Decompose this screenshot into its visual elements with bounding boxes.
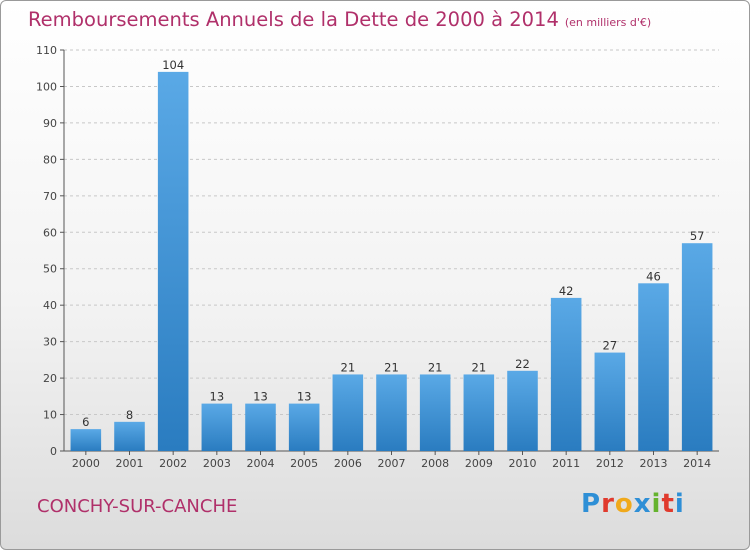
- y-tick-label: 90: [43, 117, 57, 130]
- x-tick-label-2004: 2004: [247, 457, 275, 470]
- logo-letter: P: [581, 489, 602, 519]
- bar-2009: [463, 374, 495, 451]
- data-label-2001: 8: [126, 408, 133, 422]
- chart-title-text: Remboursements Annuels de la Dette de 20…: [28, 8, 559, 31]
- data-label-2003: 13: [210, 390, 225, 404]
- bars: [70, 71, 713, 451]
- y-tick-label: 50: [43, 263, 57, 276]
- x-tick-label-2014: 2014: [683, 457, 711, 470]
- y-tick-label: 10: [43, 409, 57, 422]
- data-label-2000: 6: [82, 415, 89, 429]
- bar-2010: [507, 370, 538, 451]
- x-tick-label-2011: 2011: [552, 457, 580, 470]
- bar-2008: [419, 374, 451, 451]
- x-tick-label-2009: 2009: [465, 457, 493, 470]
- bar-2012: [594, 352, 626, 451]
- logo-letter: r: [601, 489, 615, 519]
- bar-2011: [550, 297, 582, 451]
- data-label-2012: 27: [603, 339, 618, 353]
- bar-2001: [114, 421, 145, 451]
- bar-2014: [681, 243, 713, 451]
- y-tick-label: 40: [43, 299, 57, 312]
- x-tick-label-2008: 2008: [421, 457, 449, 470]
- y-tick-label: 30: [43, 336, 57, 349]
- x-tick-label-2000: 2000: [72, 457, 100, 470]
- logo-letter: i: [674, 489, 685, 519]
- x-tick-label-2005: 2005: [290, 457, 318, 470]
- bar-2013: [638, 283, 669, 451]
- logo-letter: i: [651, 489, 662, 519]
- logo-letter: o: [614, 489, 634, 519]
- x-tick-label-2006: 2006: [334, 457, 362, 470]
- x-tick-label-2013: 2013: [640, 457, 668, 470]
- data-label-2007: 21: [384, 360, 399, 374]
- data-labels: 6 8 104 13 13 13 21 21 21 21 22 42 27 46 57: [82, 58, 704, 429]
- data-label-2010: 22: [515, 357, 530, 371]
- y-tick-label: 80: [43, 153, 57, 166]
- x-tick-label-2007: 2007: [378, 457, 406, 470]
- x-tick-label-2012: 2012: [596, 457, 624, 470]
- logo-letter: t: [661, 489, 675, 519]
- bar-2006: [332, 374, 364, 451]
- x-tick-label-2010: 2010: [509, 457, 537, 470]
- data-label-2006: 21: [341, 360, 356, 374]
- bar-2003: [201, 403, 233, 451]
- y-tick-label: 60: [43, 226, 57, 239]
- bar-2002: [157, 71, 189, 451]
- city-name: CONCHY-SUR-CANCHE: [37, 496, 238, 517]
- y-tick-label: 20: [43, 372, 57, 385]
- x-tick-label-2001: 2001: [116, 457, 144, 470]
- bar-2004: [245, 403, 276, 451]
- y-tick-label: 110: [36, 44, 57, 57]
- data-label-2008: 21: [428, 360, 443, 374]
- bar-2007: [376, 374, 407, 451]
- chart-title: Remboursements Annuels de la Dette de 20…: [28, 8, 651, 31]
- data-label-2009: 21: [472, 360, 487, 374]
- bar-2000: [70, 429, 102, 451]
- data-label-2011: 42: [559, 284, 574, 298]
- data-label-2004: 13: [253, 390, 268, 404]
- y-tick-label: 0: [50, 445, 57, 458]
- data-label-2013: 46: [646, 269, 661, 283]
- proxiti-logo[interactable]: Proxiti: [581, 489, 685, 519]
- data-label-2005: 13: [297, 390, 312, 404]
- data-label-2002: 104: [162, 58, 184, 72]
- y-tick-label: 100: [36, 80, 57, 93]
- bar-2005: [288, 403, 320, 451]
- logo-letter: x: [633, 489, 652, 519]
- chart-unit: (en milliers d'€): [564, 16, 652, 29]
- x-tick-label-2002: 2002: [159, 457, 187, 470]
- data-label-2014: 57: [690, 229, 705, 243]
- x-tick-label-2003: 2003: [203, 457, 231, 470]
- y-tick-label: 70: [43, 190, 57, 203]
